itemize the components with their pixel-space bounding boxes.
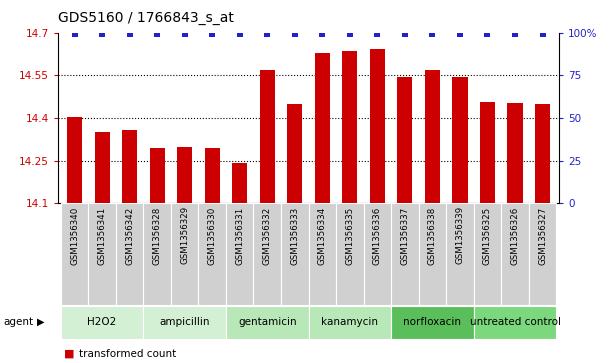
Bar <box>144 203 171 305</box>
Text: untreated control: untreated control <box>469 317 560 327</box>
Text: GSM1356341: GSM1356341 <box>98 206 106 265</box>
Bar <box>150 148 165 203</box>
Bar <box>309 306 391 339</box>
Bar <box>452 77 467 203</box>
Bar <box>446 203 474 305</box>
Bar <box>205 148 220 203</box>
Bar <box>508 103 522 203</box>
Bar <box>501 203 529 305</box>
Bar <box>370 49 385 203</box>
Bar <box>315 53 330 203</box>
Bar <box>260 70 275 203</box>
Text: GSM1356334: GSM1356334 <box>318 206 327 265</box>
Bar <box>425 70 440 203</box>
Text: H2O2: H2O2 <box>87 317 117 327</box>
Text: GSM1356335: GSM1356335 <box>345 206 354 265</box>
Bar <box>67 117 82 203</box>
Bar <box>474 306 556 339</box>
Bar <box>480 102 495 203</box>
Text: GSM1356326: GSM1356326 <box>511 206 519 265</box>
Bar <box>364 203 391 305</box>
Bar <box>232 163 247 203</box>
Bar <box>535 104 550 203</box>
Bar <box>95 132 109 203</box>
Bar <box>89 203 116 305</box>
Text: GSM1356340: GSM1356340 <box>70 206 79 265</box>
Text: gentamicin: gentamicin <box>238 317 296 327</box>
Text: norfloxacin: norfloxacin <box>403 317 461 327</box>
Text: GSM1356328: GSM1356328 <box>153 206 162 265</box>
Text: GSM1356332: GSM1356332 <box>263 206 272 265</box>
Bar <box>419 203 446 305</box>
Bar <box>391 306 474 339</box>
Bar <box>336 203 364 305</box>
Text: GSM1356339: GSM1356339 <box>455 206 464 265</box>
Bar <box>474 203 501 305</box>
Bar <box>529 203 556 305</box>
Bar <box>309 203 336 305</box>
Text: GSM1356330: GSM1356330 <box>208 206 217 265</box>
Text: ▶: ▶ <box>37 317 44 327</box>
Bar <box>226 306 309 339</box>
Text: kanamycin: kanamycin <box>321 317 378 327</box>
Bar <box>342 51 357 203</box>
Bar <box>281 203 309 305</box>
Bar <box>254 203 281 305</box>
Bar <box>61 203 89 305</box>
Text: GSM1356331: GSM1356331 <box>235 206 244 265</box>
Text: GDS5160 / 1766843_s_at: GDS5160 / 1766843_s_at <box>58 11 234 25</box>
Text: GSM1356336: GSM1356336 <box>373 206 382 265</box>
Bar <box>61 306 144 339</box>
Text: agent: agent <box>3 317 33 327</box>
Text: ampicillin: ampicillin <box>159 317 210 327</box>
Bar <box>177 147 192 203</box>
Text: GSM1356337: GSM1356337 <box>400 206 409 265</box>
Text: GSM1356333: GSM1356333 <box>290 206 299 265</box>
Text: GSM1356325: GSM1356325 <box>483 206 492 265</box>
Text: transformed count: transformed count <box>79 349 177 359</box>
Text: ■: ■ <box>64 349 75 359</box>
Text: GSM1356327: GSM1356327 <box>538 206 547 265</box>
Bar <box>144 306 226 339</box>
Bar <box>226 203 254 305</box>
Text: GSM1356338: GSM1356338 <box>428 206 437 265</box>
Bar <box>171 203 199 305</box>
Text: GSM1356329: GSM1356329 <box>180 206 189 265</box>
Text: GSM1356342: GSM1356342 <box>125 206 134 265</box>
Bar <box>397 77 412 203</box>
Bar <box>391 203 419 305</box>
Bar <box>287 104 302 203</box>
Bar <box>122 130 137 203</box>
Bar <box>199 203 226 305</box>
Bar <box>116 203 144 305</box>
